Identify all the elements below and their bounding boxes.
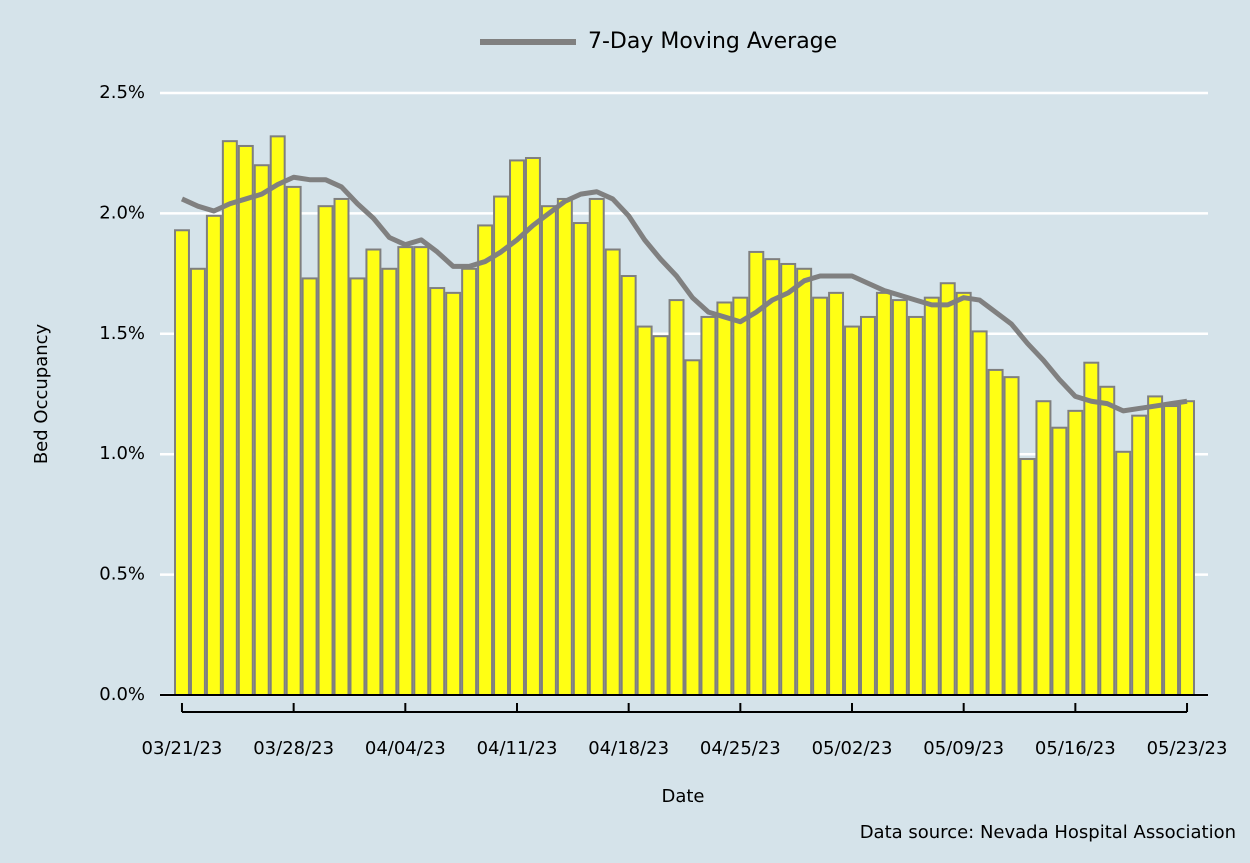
bar — [828, 291, 845, 696]
bar — [1003, 376, 1020, 696]
bar — [1115, 450, 1132, 696]
bar — [875, 291, 892, 696]
bar — [237, 144, 254, 696]
bar — [939, 282, 956, 696]
bar — [1083, 361, 1100, 696]
bar — [987, 368, 1004, 696]
bar — [349, 277, 366, 696]
bar — [955, 291, 972, 696]
bar — [764, 258, 781, 696]
bar — [668, 299, 685, 696]
bar — [636, 325, 653, 696]
bar — [588, 197, 605, 696]
bar — [221, 140, 238, 697]
bar — [205, 214, 222, 696]
bar — [556, 197, 573, 696]
legend-label: 7-Day Moving Average — [588, 29, 837, 54]
bar — [1051, 426, 1068, 696]
bar — [285, 185, 302, 697]
x-tick-label: 04/18/23 — [588, 738, 669, 759]
bar — [477, 224, 494, 696]
bar — [971, 330, 988, 696]
y-tick-label: 2.5% — [99, 82, 145, 103]
bar — [1019, 458, 1036, 696]
bar — [684, 359, 701, 696]
bar — [907, 315, 924, 696]
bar — [1131, 414, 1148, 696]
bar — [524, 157, 541, 697]
bar — [333, 197, 350, 696]
bar — [429, 287, 446, 696]
bar — [732, 296, 749, 696]
y-axis-label: Bed Occupancy — [31, 323, 52, 464]
bar — [604, 248, 621, 697]
bar — [812, 296, 829, 696]
y-tick-label: 2.0% — [99, 202, 145, 223]
bar — [700, 315, 717, 696]
bar — [716, 301, 733, 696]
x-tick-label: 04/25/23 — [700, 738, 781, 759]
moving-average-line — [180, 174, 1188, 414]
bar — [253, 164, 270, 697]
bar — [780, 262, 797, 696]
bar — [620, 275, 637, 696]
bar — [844, 325, 860, 696]
bar — [1179, 400, 1195, 696]
bar — [923, 296, 940, 696]
bar — [1147, 395, 1164, 696]
bar — [652, 335, 669, 696]
y-tick-label: 1.0% — [99, 443, 145, 464]
x-tick-label: 04/04/23 — [365, 738, 446, 759]
bar — [189, 267, 206, 696]
y-tick-label: 1.5% — [99, 323, 145, 344]
bar — [317, 205, 334, 696]
bar — [301, 277, 318, 696]
bar — [381, 267, 398, 696]
x-tick-label: 05/16/23 — [1035, 738, 1116, 759]
y-tick-label: 0.0% — [99, 684, 145, 705]
bar — [1099, 385, 1116, 696]
x-tick-label: 03/21/23 — [142, 738, 223, 759]
bar — [1035, 400, 1052, 696]
bar — [1067, 409, 1084, 696]
x-axis-label: Date — [661, 786, 704, 807]
x-tick-label: 03/28/23 — [253, 738, 334, 759]
bar — [891, 299, 908, 696]
bar — [413, 246, 430, 696]
bar — [493, 195, 510, 696]
bar — [174, 229, 190, 696]
bar — [540, 205, 557, 696]
x-tick-label: 05/23/23 — [1147, 738, 1228, 759]
bar — [269, 135, 286, 696]
bar — [397, 246, 414, 696]
bar — [461, 267, 478, 696]
x-tick-label: 05/09/23 — [923, 738, 1004, 759]
x-tick-label: 05/02/23 — [812, 738, 893, 759]
bar — [748, 250, 765, 696]
y-tick-label: 0.5% — [99, 564, 145, 585]
bar — [796, 267, 813, 696]
bar — [859, 315, 876, 696]
bar — [445, 291, 462, 696]
bar — [365, 248, 382, 697]
bar — [572, 222, 589, 696]
source-note: Data source: Nevada Hospital Association — [860, 822, 1236, 843]
x-tick-label: 04/11/23 — [477, 738, 558, 759]
bar — [1163, 405, 1180, 696]
